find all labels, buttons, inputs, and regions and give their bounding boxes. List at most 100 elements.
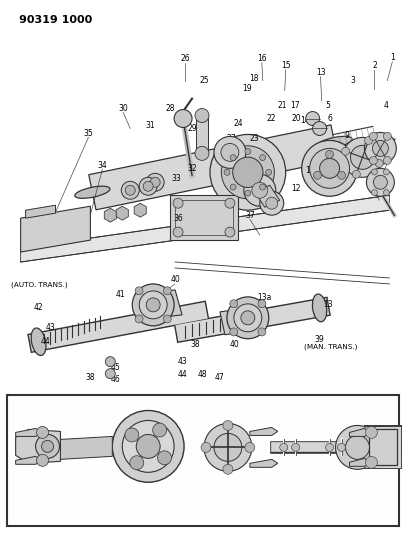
Circle shape (364, 426, 377, 439)
Text: 32: 32 (187, 164, 196, 173)
Ellipse shape (139, 291, 167, 319)
Circle shape (265, 197, 277, 209)
Circle shape (335, 425, 378, 469)
Text: 11: 11 (304, 166, 313, 175)
Circle shape (36, 434, 60, 458)
Circle shape (369, 132, 377, 140)
Text: 55: 55 (276, 490, 286, 499)
Text: 23: 23 (248, 134, 258, 143)
Bar (369, 430, 396, 465)
Circle shape (125, 185, 135, 195)
Circle shape (312, 122, 326, 135)
Circle shape (229, 300, 237, 308)
Text: 4: 4 (383, 101, 388, 110)
Text: (AUTO. TRANS.): (AUTO. TRANS.) (11, 282, 67, 288)
Text: 27: 27 (226, 134, 235, 143)
Circle shape (373, 175, 386, 189)
Circle shape (259, 155, 265, 160)
Polygon shape (249, 459, 277, 467)
Text: 53: 53 (312, 487, 322, 496)
Text: 36: 36 (173, 214, 183, 223)
Text: 2: 2 (371, 61, 376, 70)
Circle shape (257, 328, 265, 336)
Circle shape (213, 136, 245, 168)
Text: 10: 10 (357, 159, 367, 168)
Text: 40: 40 (170, 276, 179, 285)
Circle shape (163, 287, 171, 295)
Text: 38: 38 (85, 373, 95, 382)
Circle shape (257, 300, 265, 308)
Ellipse shape (240, 311, 254, 325)
Text: 13: 13 (315, 68, 324, 77)
Circle shape (143, 181, 153, 191)
Circle shape (194, 109, 209, 123)
Circle shape (150, 177, 160, 187)
Polygon shape (349, 458, 371, 466)
Text: 90319 1000: 90319 1000 (19, 15, 92, 25)
Circle shape (345, 435, 369, 459)
Text: 39: 39 (230, 313, 239, 322)
Circle shape (105, 369, 115, 378)
Text: 13: 13 (70, 487, 80, 496)
Text: 8: 8 (367, 176, 372, 185)
Text: 26: 26 (180, 54, 190, 63)
Text: 47: 47 (215, 373, 224, 382)
Ellipse shape (132, 284, 174, 326)
Circle shape (251, 182, 267, 198)
Polygon shape (21, 206, 90, 252)
Circle shape (230, 184, 236, 190)
Text: 48: 48 (197, 370, 206, 379)
Polygon shape (349, 429, 371, 437)
Text: 38: 38 (190, 340, 199, 349)
Text: 41: 41 (115, 290, 125, 300)
Ellipse shape (146, 298, 160, 312)
Circle shape (135, 315, 143, 323)
Circle shape (337, 171, 345, 179)
Text: 50: 50 (355, 413, 364, 422)
Circle shape (259, 191, 283, 215)
Circle shape (364, 133, 395, 164)
Polygon shape (16, 456, 43, 464)
Text: 21: 21 (277, 101, 287, 110)
Circle shape (382, 169, 388, 175)
Circle shape (222, 464, 232, 474)
Text: 52: 52 (322, 410, 332, 419)
Circle shape (220, 143, 238, 161)
Circle shape (163, 315, 171, 323)
Polygon shape (220, 307, 261, 335)
Circle shape (221, 146, 274, 199)
Text: 1: 1 (389, 53, 394, 62)
Polygon shape (134, 203, 146, 217)
Circle shape (382, 157, 390, 165)
Circle shape (203, 423, 251, 471)
Circle shape (244, 149, 250, 155)
Text: (MAN. TRANS.): (MAN. TRANS.) (303, 344, 356, 350)
Polygon shape (89, 125, 337, 210)
Circle shape (325, 150, 333, 158)
Circle shape (213, 433, 241, 462)
Polygon shape (254, 185, 279, 207)
Circle shape (152, 423, 166, 437)
Text: 61: 61 (24, 463, 33, 472)
Circle shape (342, 138, 382, 177)
Circle shape (173, 198, 183, 208)
Circle shape (350, 146, 373, 169)
Circle shape (200, 442, 211, 453)
Circle shape (244, 190, 250, 196)
Text: 29: 29 (187, 124, 196, 133)
Circle shape (121, 181, 139, 199)
Circle shape (105, 357, 115, 367)
Text: 24: 24 (232, 119, 242, 128)
Circle shape (319, 158, 339, 179)
Circle shape (36, 454, 49, 466)
Circle shape (309, 148, 349, 188)
Text: 39: 39 (314, 335, 324, 344)
Ellipse shape (75, 186, 110, 198)
Circle shape (194, 147, 209, 160)
Circle shape (382, 132, 390, 140)
Bar (196, 116, 207, 154)
Text: 58: 58 (150, 410, 160, 419)
Circle shape (146, 173, 164, 191)
Text: 57: 57 (193, 490, 202, 499)
Text: 35: 35 (83, 129, 93, 138)
